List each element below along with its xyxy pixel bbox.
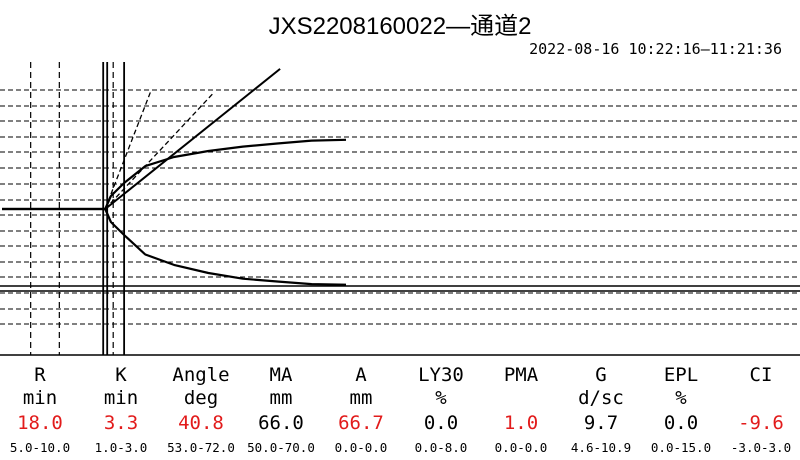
grid-lines xyxy=(0,89,800,356)
time-range: 2022-08-16 10:22:16—11:21:36 xyxy=(529,40,782,58)
param-g-value: 9.7 xyxy=(583,412,619,434)
param-g-label: G xyxy=(595,364,607,386)
lower-tracing xyxy=(2,207,347,286)
param-a-unit: mm xyxy=(349,387,373,409)
param-k-range: 1.0-3.0 xyxy=(94,440,148,455)
param-angle-range: 53.0-72.0 xyxy=(167,440,235,455)
param-epl-value: 0.0 xyxy=(663,412,699,434)
param-k-value: 3.3 xyxy=(103,412,139,434)
angle-tangent xyxy=(104,68,281,210)
param-r-unit: min xyxy=(22,387,58,409)
param-ma-value: 66.0 xyxy=(258,412,304,434)
param-pma-label: PMA xyxy=(503,364,539,386)
param-angle-label: Angle xyxy=(172,364,230,386)
param-angle-value: 40.8 xyxy=(178,412,224,434)
param-ly30-value: 0.0 xyxy=(423,412,459,434)
param-epl-range: 0.0-15.0 xyxy=(650,440,712,455)
tracing-curves xyxy=(2,68,347,286)
upper-tracing xyxy=(2,138,347,211)
param-k-label: K xyxy=(115,364,127,386)
chart-title: JXS2208160022—通道2 xyxy=(268,13,532,40)
tangent-dashed-shallow xyxy=(104,91,215,210)
param-g-unit: d/sc xyxy=(578,387,624,409)
param-r-range: 5.0-10.0 xyxy=(9,440,71,455)
param-angle-unit: deg xyxy=(183,387,219,409)
param-a-value: 66.7 xyxy=(338,412,384,434)
param-ly30-label: LY30 xyxy=(418,364,464,386)
param-a-range: 0.0-0.0 xyxy=(334,440,388,455)
param-ly30-unit: % xyxy=(435,387,447,409)
param-ma-unit: mm xyxy=(269,387,293,409)
param-pma-range: 0.0-0.0 xyxy=(494,440,548,455)
param-a-label: A xyxy=(355,364,367,386)
param-ma-range: 50.0-70.0 xyxy=(247,440,315,455)
param-epl-unit: % xyxy=(675,387,687,409)
param-ci-range: -3.0-3.0 xyxy=(730,440,792,455)
param-k-unit: min xyxy=(103,387,139,409)
param-pma-value: 1.0 xyxy=(503,412,539,434)
param-r-label: R xyxy=(34,364,46,386)
param-ci-value: -9.6 xyxy=(738,412,784,434)
tangent-dashed-steep xyxy=(104,90,152,210)
param-g-range: 4.6-10.9 xyxy=(570,440,632,455)
param-ci-label: CI xyxy=(749,364,773,386)
param-epl-label: EPL xyxy=(663,364,699,386)
param-ma-label: MA xyxy=(269,364,293,386)
param-ly30-range: 0.0-8.0 xyxy=(414,440,468,455)
param-r-value: 18.0 xyxy=(17,412,63,434)
